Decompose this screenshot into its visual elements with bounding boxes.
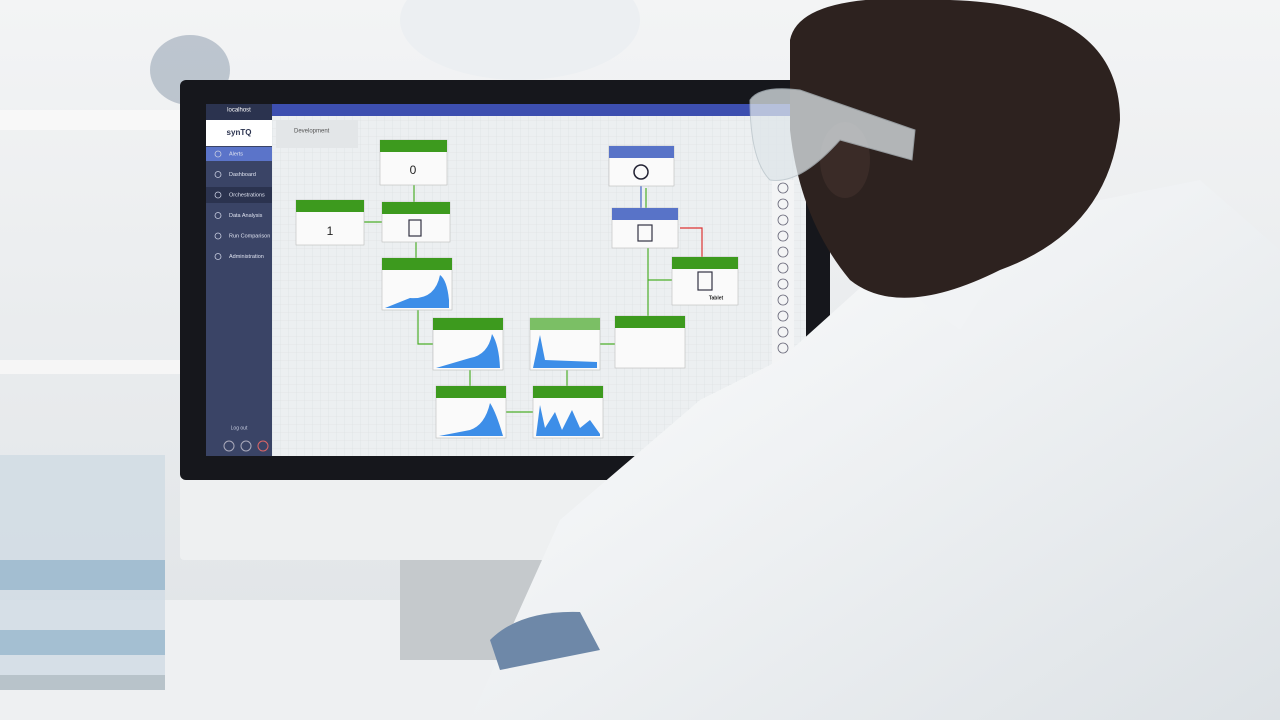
toolbar-icon[interactable] — [777, 294, 789, 306]
icon[interactable] — [223, 440, 235, 452]
toolbar-icon[interactable] — [777, 246, 789, 258]
shelf — [0, 360, 190, 374]
node-header — [382, 258, 452, 270]
node-header — [433, 318, 503, 330]
node-header — [533, 386, 603, 398]
toolbar-icon[interactable] — [777, 198, 789, 210]
menu-icon — [214, 212, 222, 219]
menu-icon — [214, 191, 222, 199]
menu-item[interactable]: Alerts — [229, 151, 243, 157]
icon[interactable] — [257, 440, 269, 452]
host: localhost — [227, 108, 251, 114]
node-header — [612, 208, 678, 220]
menu-selected — [206, 187, 272, 203]
sidebar — [206, 104, 272, 456]
node-header — [382, 202, 450, 214]
logout[interactable]: Log out — [231, 425, 248, 431]
toolbar-icon[interactable] — [777, 342, 789, 354]
node-icon — [697, 271, 713, 291]
menu-item[interactable]: Dashboard — [229, 172, 256, 178]
toolbar-icon[interactable] — [777, 230, 789, 242]
toolbar-icon[interactable] — [777, 262, 789, 274]
menu-icon — [214, 253, 222, 260]
menu-item[interactable]: Administration — [229, 254, 264, 260]
node-chart — [436, 334, 500, 368]
menu-icon — [214, 171, 222, 178]
node-header — [615, 316, 685, 328]
safety-glasses — [749, 88, 916, 181]
connectors — [364, 185, 703, 413]
menu-icon — [214, 232, 222, 240]
logo-box — [206, 120, 272, 146]
lab-coat — [470, 180, 1280, 720]
glove — [490, 611, 600, 670]
node-chart — [533, 335, 597, 368]
project-header: Development — [294, 129, 330, 135]
icon[interactable] — [240, 440, 252, 452]
menu-item[interactable]: Data Analysis — [229, 213, 263, 219]
node-icon — [633, 164, 649, 180]
node-value: 0 — [410, 163, 417, 177]
node-icon — [408, 219, 422, 237]
node-chart — [536, 405, 600, 436]
toolbar-icon[interactable] — [777, 310, 789, 322]
node-header — [672, 257, 738, 269]
top-bar — [272, 104, 806, 116]
head — [790, 0, 1120, 298]
project-card — [276, 120, 358, 148]
menu-item[interactable]: Orchestrations — [229, 192, 265, 198]
toolbar-icon[interactable] — [777, 326, 789, 338]
toolbar-icon[interactable] — [777, 182, 789, 194]
node-icon — [637, 224, 653, 242]
menu-icon — [214, 150, 222, 158]
right-toolbar — [772, 180, 794, 370]
menu-item[interactable]: Run Comparison — [229, 233, 270, 239]
toolbar-icon[interactable] — [777, 214, 789, 226]
node-header — [296, 200, 364, 212]
logo: synTQ — [227, 128, 252, 137]
toolbar-icon[interactable] — [777, 278, 789, 290]
node-header — [530, 318, 600, 330]
blurred-person — [400, 0, 640, 80]
shelf — [0, 110, 200, 130]
node-value: 1 — [327, 224, 334, 238]
node-header — [380, 140, 447, 152]
menu-active — [206, 147, 272, 161]
node-chart — [439, 403, 503, 436]
node-header — [436, 386, 506, 398]
host-bar — [206, 104, 272, 120]
node-chart — [385, 275, 449, 308]
test-tubes — [0, 455, 165, 690]
person — [470, 0, 1280, 720]
node-header — [609, 146, 674, 158]
node-value: Tablet — [709, 295, 724, 301]
